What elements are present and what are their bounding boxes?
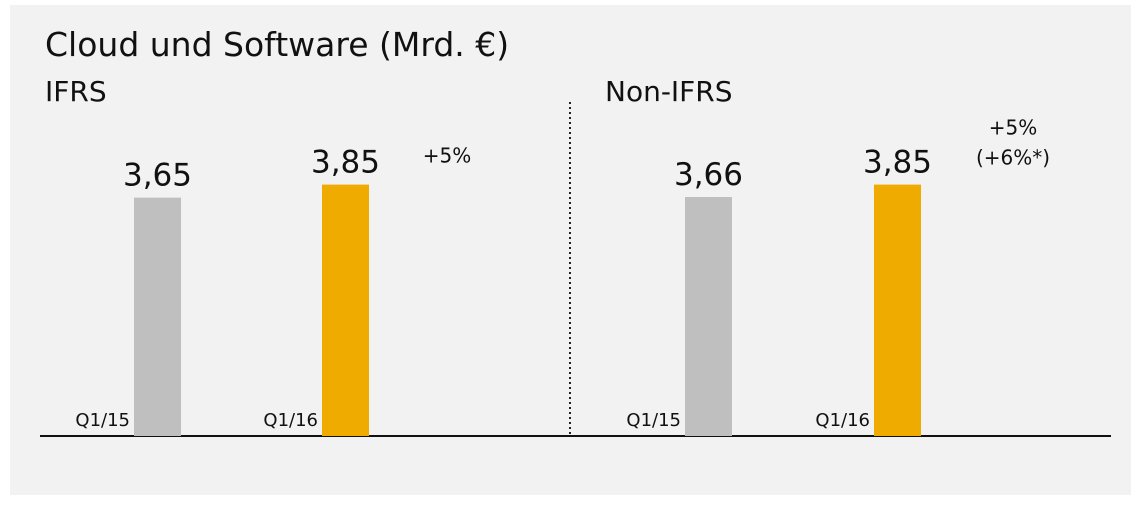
value-label: 3,65 (123, 158, 192, 194)
category-label: Q1/15 (75, 410, 130, 431)
annotation: +5% (989, 116, 1038, 140)
bar (322, 184, 369, 436)
panel-title: Non-IFRS (605, 75, 733, 108)
category-label: Q1/15 (626, 410, 681, 431)
chart-title: Cloud und Software (Mrd. €) (45, 25, 509, 64)
bar (874, 184, 921, 436)
value-label: 3,66 (674, 157, 743, 193)
bar (685, 197, 732, 436)
category-label: Q1/16 (263, 410, 318, 431)
annotation: +5% (423, 144, 472, 168)
value-label: 3,85 (863, 145, 932, 181)
annotation: (+6%*) (976, 146, 1050, 170)
bar (134, 197, 181, 436)
panel-title: IFRS (45, 75, 107, 108)
value-label: 3,85 (311, 145, 380, 181)
category-label: Q1/16 (815, 410, 870, 431)
